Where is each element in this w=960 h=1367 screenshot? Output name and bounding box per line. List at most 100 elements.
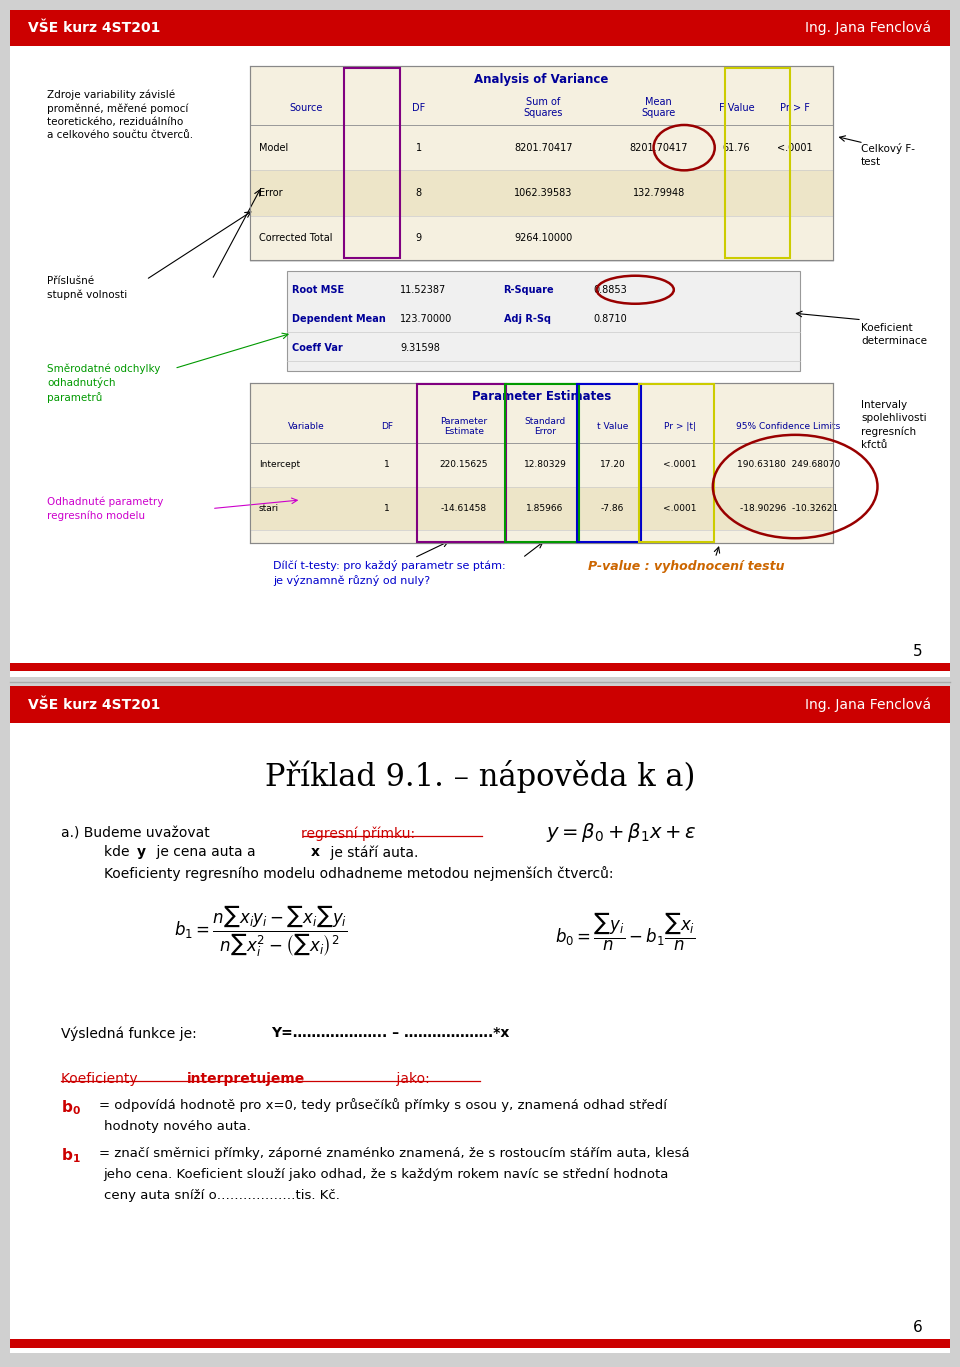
Bar xyxy=(250,443,832,487)
Bar xyxy=(10,686,950,723)
Text: <.0001: <.0001 xyxy=(663,503,697,513)
Text: Analysis of Variance: Analysis of Variance xyxy=(474,72,609,86)
Text: 17.20: 17.20 xyxy=(600,461,626,469)
Text: -18.90296  -10.32621: -18.90296 -10.32621 xyxy=(739,503,838,513)
Text: 190.63180  249.68070: 190.63180 249.68070 xyxy=(737,461,840,469)
Text: $y = \beta_0 + \beta_1 x + \varepsilon$: $y = \beta_0 + \beta_1 x + \varepsilon$ xyxy=(546,822,696,843)
Text: Směrodatné odchylky
odhadnutých
parametrů: Směrodatné odchylky odhadnutých parametr… xyxy=(47,364,160,403)
Text: Ing. Jana Fenclová: Ing. Jana Fenclová xyxy=(805,697,931,712)
Text: 9: 9 xyxy=(416,234,421,243)
Bar xyxy=(250,66,832,260)
Text: Celkový F-
test: Celkový F- test xyxy=(861,144,915,167)
Text: Y=……………….. – ……………….*x: Y=……………….. – ……………….*x xyxy=(271,1027,510,1040)
Text: = značí směrnici přímky, záporné znaménko znamená, že s rostoucím stářím auta, k: = značí směrnici přímky, záporné znaménk… xyxy=(99,1147,689,1159)
Bar xyxy=(250,383,832,543)
Text: Pr > F: Pr > F xyxy=(780,103,810,112)
Bar xyxy=(505,384,579,541)
Text: -7.86: -7.86 xyxy=(601,503,624,513)
Text: 220.15625: 220.15625 xyxy=(440,461,489,469)
Text: 5: 5 xyxy=(913,644,923,659)
Text: 8201.70417: 8201.70417 xyxy=(630,142,688,153)
Text: Adj R-Sq: Adj R-Sq xyxy=(504,314,550,324)
Text: je stáří auta.: je stáří auta. xyxy=(325,845,419,860)
Text: Koeficienty regresního modelu odhadneme metodou nejmenších čtverců:: Koeficienty regresního modelu odhadneme … xyxy=(104,867,613,882)
Text: Intercept: Intercept xyxy=(259,461,300,469)
Text: 1.85966: 1.85966 xyxy=(526,503,564,513)
Text: Koeficient
determinace: Koeficient determinace xyxy=(861,323,927,346)
Text: Koeficienty: Koeficienty xyxy=(61,1072,142,1085)
Text: 12.80329: 12.80329 xyxy=(523,461,566,469)
Text: jeho cena. Koeficient slouží jako odhad, že s každým rokem navíc se střední hodn: jeho cena. Koeficient slouží jako odhad,… xyxy=(104,1167,669,1181)
Text: DF: DF xyxy=(412,103,425,112)
Text: 9264.10000: 9264.10000 xyxy=(515,234,572,243)
Text: Intervaly
spolehlivosti
regresních
kfctů: Intervaly spolehlivosti regresních kfctů xyxy=(861,399,926,450)
Text: DF: DF xyxy=(381,422,393,431)
Bar xyxy=(10,663,950,671)
Text: Source: Source xyxy=(289,103,323,112)
Text: Model: Model xyxy=(259,142,288,153)
Text: F Value: F Value xyxy=(718,103,755,112)
Text: regresní přímku:: regresní přímku: xyxy=(301,826,416,841)
Text: 0.8853: 0.8853 xyxy=(593,284,627,295)
Text: je cena auta a: je cena auta a xyxy=(152,845,259,858)
Text: Dependent Mean: Dependent Mean xyxy=(292,314,386,324)
Text: 6: 6 xyxy=(912,1321,923,1336)
Text: <.0001: <.0001 xyxy=(778,142,813,153)
Text: 11.52387: 11.52387 xyxy=(400,284,446,295)
Text: 8201.70417: 8201.70417 xyxy=(515,142,573,153)
Text: kde: kde xyxy=(104,845,133,858)
Text: VŠE kurz 4ST201: VŠE kurz 4ST201 xyxy=(29,699,160,712)
Text: $\mathbf{b_1}$: $\mathbf{b_1}$ xyxy=(61,1147,81,1165)
Text: $b_1 = \dfrac{n\sum x_i y_i - \sum x_i \sum y_i}{n\sum x_i^2 - \left(\sum x_i\ri: $b_1 = \dfrac{n\sum x_i y_i - \sum x_i \… xyxy=(174,904,348,960)
Text: Sum of
Squares: Sum of Squares xyxy=(524,97,564,119)
Text: <.0001: <.0001 xyxy=(663,461,697,469)
Text: Standard
Error: Standard Error xyxy=(524,417,565,436)
Text: Pr > |t|: Pr > |t| xyxy=(664,422,696,431)
Text: Dílčí t-testy: pro každý parametr se ptám:
je významně různý od nuly?: Dílčí t-testy: pro každý parametr se ptá… xyxy=(273,560,506,585)
Text: 1: 1 xyxy=(384,461,390,469)
Text: Error: Error xyxy=(259,189,282,198)
Text: 95% Confidence Limits: 95% Confidence Limits xyxy=(736,422,841,431)
Text: Příslušné
stupně volnosti: Příslušné stupně volnosti xyxy=(47,276,128,301)
Text: Variable: Variable xyxy=(288,422,324,431)
Text: $\mathbf{b_0}$: $\mathbf{b_0}$ xyxy=(61,1099,82,1117)
Text: Parameter Estimates: Parameter Estimates xyxy=(471,390,611,403)
Text: a.) Budeme uvažovat: a.) Budeme uvažovat xyxy=(61,826,214,841)
Text: hodnoty nového auta.: hodnoty nového auta. xyxy=(104,1120,251,1133)
Text: y: y xyxy=(136,845,146,858)
Text: Coeff Var: Coeff Var xyxy=(292,343,343,353)
Bar xyxy=(10,10,950,46)
Bar xyxy=(725,67,790,258)
FancyBboxPatch shape xyxy=(10,10,950,677)
Text: interpretujeme: interpretujeme xyxy=(186,1072,304,1085)
Text: 1062.39583: 1062.39583 xyxy=(515,189,573,198)
Text: ceny auta sníží o………………tis. Kč.: ceny auta sníží o………………tis. Kč. xyxy=(104,1188,340,1202)
Text: -14.61458: -14.61458 xyxy=(441,503,487,513)
Bar xyxy=(250,487,832,530)
Text: x: x xyxy=(311,845,320,858)
Bar xyxy=(417,384,506,541)
Text: = odpovídá hodnotě pro x=0, tedy průsečíků přímky s osou y, znamená odhad středí: = odpovídá hodnotě pro x=0, tedy průsečí… xyxy=(99,1099,667,1113)
Text: t Value: t Value xyxy=(597,422,629,431)
Text: R-Square: R-Square xyxy=(504,284,554,295)
Bar xyxy=(639,384,714,541)
Text: VŠE kurz 4ST201: VŠE kurz 4ST201 xyxy=(29,22,160,36)
Text: $b_0 = \dfrac{\sum y_i}{n} - b_1\dfrac{\sum x_i}{n}$: $b_0 = \dfrac{\sum y_i}{n} - b_1\dfrac{\… xyxy=(555,910,696,953)
Text: Ing. Jana Fenclová: Ing. Jana Fenclová xyxy=(805,21,931,36)
Bar xyxy=(250,124,832,171)
Text: 8: 8 xyxy=(416,189,421,198)
Text: Corrected Total: Corrected Total xyxy=(259,234,332,243)
Bar xyxy=(250,171,832,216)
Text: Výsledná funkce je:: Výsledná funkce je: xyxy=(61,1027,202,1040)
Text: jako:: jako: xyxy=(392,1072,429,1085)
Text: 1: 1 xyxy=(416,142,421,153)
Bar xyxy=(577,384,641,541)
Text: Mean
Square: Mean Square xyxy=(641,97,676,119)
Text: 132.79948: 132.79948 xyxy=(633,189,684,198)
Text: Parameter
Estimate: Parameter Estimate xyxy=(441,417,488,436)
Text: 0.8710: 0.8710 xyxy=(593,314,627,324)
Text: Zdroje variability závislé
proměnné, měřené pomocí
teoretického, reziduálního
a : Zdroje variability závislé proměnné, měř… xyxy=(47,90,193,141)
Text: Root MSE: Root MSE xyxy=(292,284,344,295)
Text: 123.70000: 123.70000 xyxy=(400,314,452,324)
Text: stari: stari xyxy=(259,503,279,513)
